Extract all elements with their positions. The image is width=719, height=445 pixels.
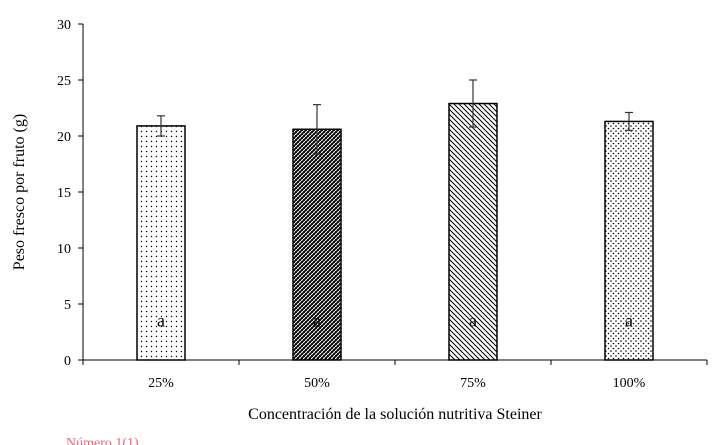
y-tick-label: 25 bbox=[57, 74, 71, 89]
y-tick-label: 0 bbox=[64, 354, 71, 369]
significance-letter: a bbox=[313, 310, 321, 330]
bar bbox=[136, 125, 186, 361]
bar bbox=[292, 128, 342, 361]
significance-letter: a bbox=[157, 310, 165, 330]
significance-letter: a bbox=[469, 310, 477, 330]
y-axis-title: Peso fresco por fruto (g) bbox=[11, 114, 28, 270]
x-tick-label: 75% bbox=[460, 376, 486, 391]
bar bbox=[604, 120, 654, 361]
y-tick-label: 30 bbox=[57, 18, 71, 33]
y-tick-label: 20 bbox=[57, 130, 71, 145]
y-axis: 0 5 10 15 20 25 30 bbox=[57, 18, 84, 369]
bar bbox=[448, 102, 498, 361]
x-tick-label: 25% bbox=[148, 376, 174, 391]
y-tick-label: 10 bbox=[57, 242, 71, 257]
x-tick-label: 100% bbox=[613, 376, 646, 391]
x-axis-title: Concentración de la solución nutritiva S… bbox=[248, 406, 542, 423]
x-axis: 25% 50% 75% 100% bbox=[82, 359, 708, 391]
significance-letter: a bbox=[625, 310, 633, 330]
y-tick-label: 5 bbox=[64, 298, 71, 313]
x-tick-label: 50% bbox=[304, 376, 330, 391]
y-tick-label: 15 bbox=[57, 186, 71, 201]
footer-fragment: Número 1(1) bbox=[66, 437, 139, 445]
